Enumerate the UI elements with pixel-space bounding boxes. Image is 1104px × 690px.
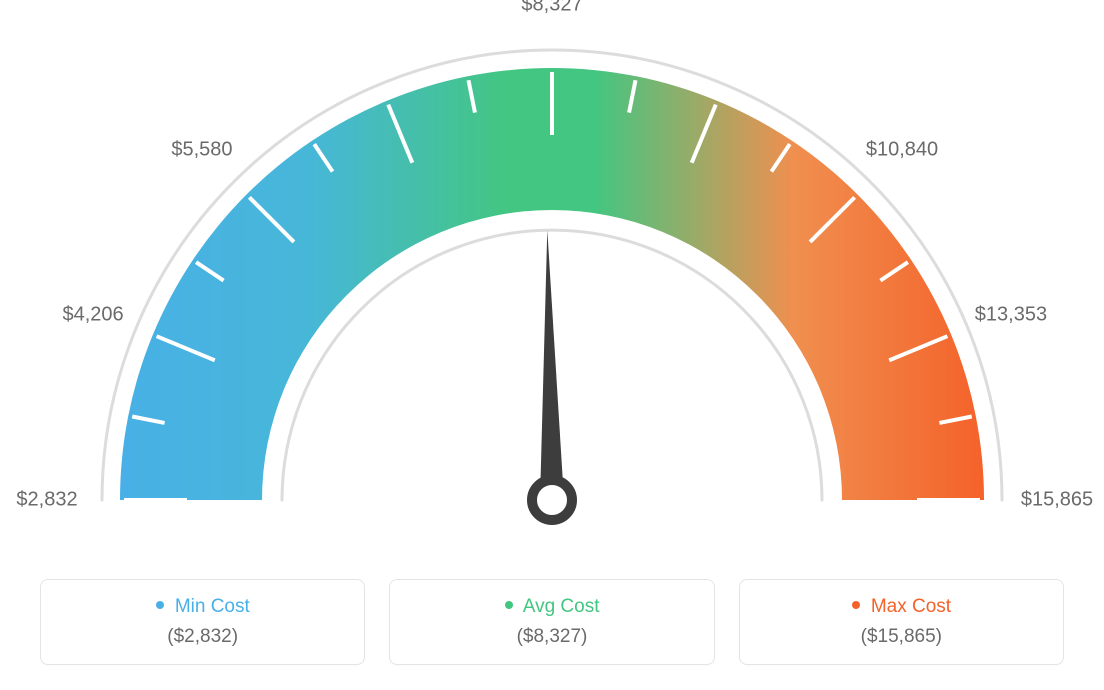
- dot-icon-max: [852, 601, 860, 609]
- legend-title-min: Min Cost: [51, 596, 354, 618]
- gauge-area: $2,832 $4,206 $5,580 $8,327 $10,840 $13,353 $1…: [0, 0, 1104, 560]
- legend-card-min: Min Cost ($2,832): [40, 579, 365, 665]
- legend-title-avg: Avg Cost: [400, 596, 703, 618]
- legend-title-max-text: Max Cost: [871, 596, 951, 617]
- legend-card-avg: Avg Cost ($8,327): [389, 579, 714, 665]
- scale-label: $8,327: [521, 0, 582, 17]
- gauge-svg: [0, 0, 1104, 560]
- scale-label: $4,206: [62, 303, 123, 326]
- scale-label: $13,353: [975, 303, 1047, 326]
- cost-gauge-widget: $2,832 $4,206 $5,580 $8,327 $10,840 $13,353 $1…: [0, 0, 1104, 690]
- legend-value-max: ($15,865): [750, 626, 1053, 648]
- legend-title-min-text: Min Cost: [175, 596, 250, 617]
- dot-icon-min: [156, 601, 164, 609]
- legend-title-max: Max Cost: [750, 596, 1053, 618]
- scale-label: $2,832: [16, 489, 77, 512]
- scale-label: $10,840: [866, 138, 938, 161]
- legend-value-min: ($2,832): [51, 626, 354, 648]
- legend-title-avg-text: Avg Cost: [523, 596, 600, 617]
- legend-card-max: Max Cost ($15,865): [739, 579, 1064, 665]
- scale-label: $5,580: [171, 138, 232, 161]
- scale-label: $15,865: [1021, 489, 1093, 512]
- dot-icon-avg: [505, 601, 513, 609]
- legend-row: Min Cost ($2,832) Avg Cost ($8,327) Max …: [40, 579, 1064, 665]
- legend-value-avg: ($8,327): [400, 626, 703, 648]
